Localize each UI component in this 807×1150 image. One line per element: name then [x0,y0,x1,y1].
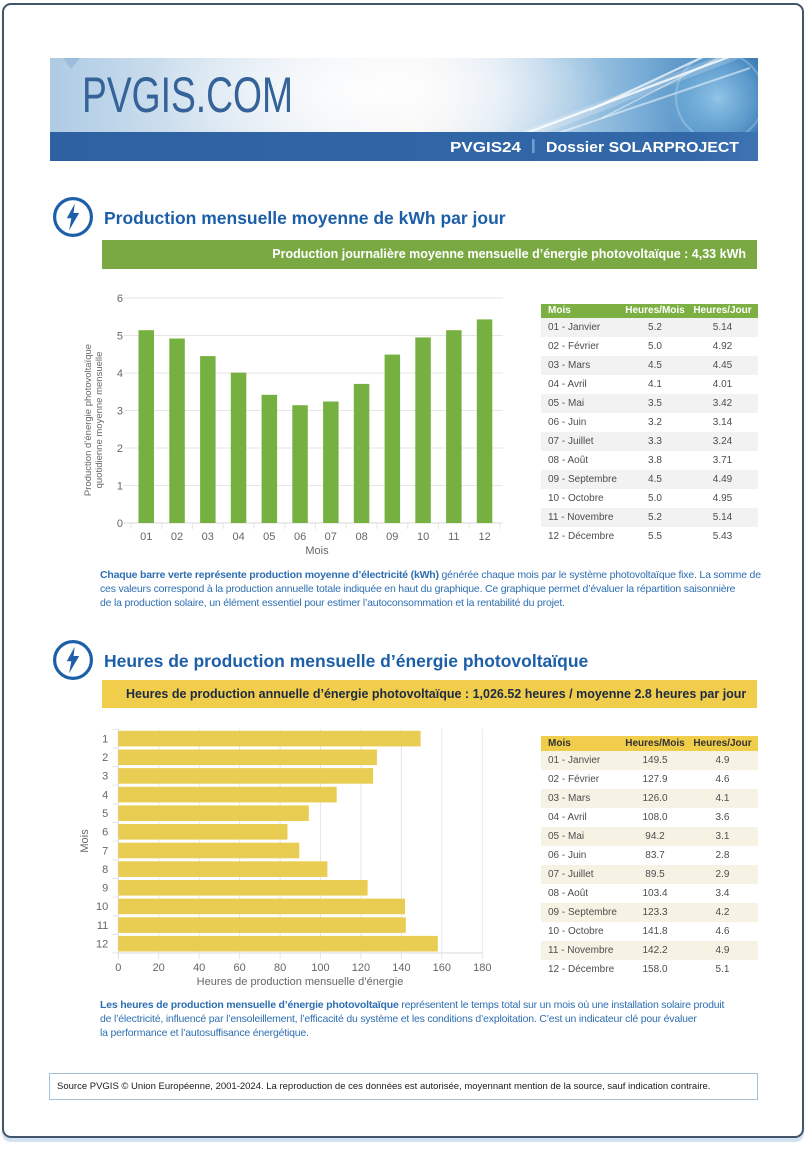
svg-text:01: 01 [140,531,152,543]
svg-text:Mois: Mois [79,829,91,853]
svg-text:07: 07 [325,531,337,543]
svg-text:11: 11 [448,531,459,543]
svg-text:1: 1 [117,480,123,492]
svg-text:7: 7 [102,845,108,857]
svg-text:2: 2 [102,752,108,764]
svg-text:1: 1 [102,733,108,745]
svg-text:Production d’énergie photovolt: Production d’énergie photovoltaïque [83,344,94,496]
svg-text:03: 03 [202,531,214,543]
svg-text:2: 2 [117,443,123,455]
svg-text:6: 6 [117,293,123,305]
svg-text:Mois: Mois [305,545,329,557]
svg-text:100: 100 [311,962,329,974]
svg-text:11: 11 [97,920,108,932]
svg-text:20: 20 [153,962,165,974]
svg-text:Dossier SOLARPROJECT: Dossier SOLARPROJECT [546,139,739,156]
svg-text:5: 5 [117,330,123,342]
svg-text:4: 4 [102,789,108,801]
svg-text:10: 10 [96,901,108,913]
svg-text:quotidienne moyenne mensuelle: quotidienne moyenne mensuelle [94,352,105,489]
svg-text:06: 06 [294,531,306,543]
svg-text:02: 02 [171,531,183,543]
svg-text:12: 12 [478,531,490,543]
svg-text:40: 40 [193,962,205,974]
svg-text:160: 160 [433,962,451,974]
svg-text:12: 12 [96,939,108,951]
svg-text:8: 8 [102,864,108,876]
svg-text:PVGIS.COM: PVGIS.COM [82,67,293,123]
svg-text:6: 6 [102,827,108,839]
svg-text:140: 140 [392,962,410,974]
svg-text:3: 3 [117,405,123,417]
svg-text:Heures de production mensuelle: Heures de production mensuelle d’énergie [197,976,404,988]
svg-text:5: 5 [102,808,108,820]
svg-text:PVGIS24: PVGIS24 [450,139,522,156]
svg-text:4: 4 [117,368,123,380]
svg-text:80: 80 [274,962,286,974]
svg-text:60: 60 [233,962,245,974]
svg-text:0: 0 [115,962,121,974]
svg-text:120: 120 [352,962,370,974]
svg-text:9: 9 [102,883,108,895]
svg-text:0: 0 [117,518,123,530]
svg-text:180: 180 [473,962,491,974]
svg-text:08: 08 [355,531,367,543]
svg-text:10: 10 [417,531,429,543]
svg-text:3: 3 [102,771,108,783]
svg-text:04: 04 [232,531,244,543]
svg-text:09: 09 [386,531,398,543]
svg-text:05: 05 [263,531,275,543]
